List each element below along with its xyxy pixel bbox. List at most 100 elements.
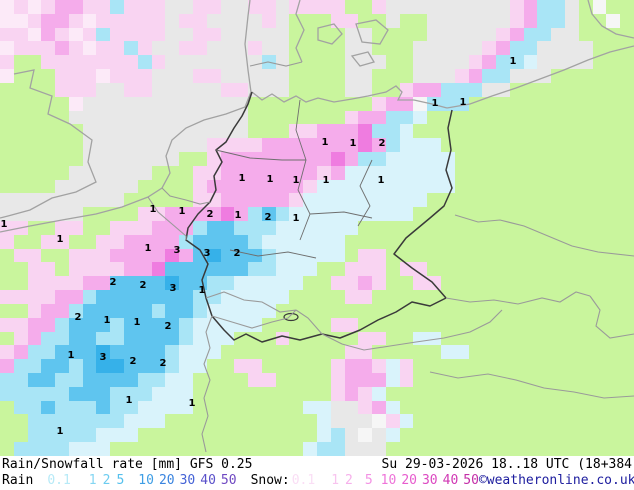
map-cell [55, 221, 69, 235]
map-cell [441, 414, 455, 429]
map-cell [316, 317, 331, 332]
map-cell [441, 276, 455, 291]
map-cell [151, 428, 166, 442]
map-cell [537, 151, 552, 166]
continent-coast [0, 0, 252, 233]
map-cell [509, 290, 524, 304]
map-cell [482, 13, 497, 28]
map-cell [303, 55, 317, 70]
map-cell [41, 27, 56, 42]
map-cell [606, 207, 621, 221]
map-cell [110, 165, 125, 180]
map-cell [441, 428, 455, 442]
map-cell [413, 234, 428, 249]
map-cell [261, 372, 276, 387]
map-cell [124, 55, 138, 70]
map-cell [330, 317, 345, 332]
map-cell [13, 96, 28, 111]
map-cell [385, 165, 400, 180]
map-cell [606, 221, 621, 235]
map-cell [399, 221, 414, 235]
map-cell [399, 290, 414, 304]
map-cell [523, 442, 538, 456]
map-cell [496, 207, 510, 221]
map-cell [358, 41, 373, 56]
map-cell [179, 138, 193, 152]
map-cell [413, 138, 428, 152]
map-cell [523, 359, 538, 373]
map-cell [275, 27, 290, 42]
map-cell [248, 359, 262, 373]
map-cell [275, 359, 290, 373]
map-cell [620, 359, 634, 373]
map-cell [330, 41, 345, 56]
rain-scale-value: 20 [158, 473, 175, 488]
map-cell [565, 124, 579, 139]
map-cell [592, 290, 607, 304]
map-cell [523, 151, 538, 166]
map-cell [399, 442, 414, 456]
map-cell [482, 262, 497, 277]
map-cell [110, 331, 125, 346]
map-cell [441, 442, 455, 456]
map-cell [468, 124, 483, 139]
map-cell [110, 428, 125, 442]
country-borders-overlay [0, 0, 634, 453]
map-cell [192, 442, 207, 456]
precip-value: 2 [378, 137, 386, 149]
map-cell [68, 428, 83, 442]
map-cell [165, 151, 180, 166]
map-cell [372, 55, 386, 70]
map-cell [620, 414, 634, 429]
map-cell [192, 13, 207, 28]
map-cell [496, 331, 510, 346]
map-cell [482, 69, 497, 83]
map-cell [509, 27, 524, 42]
map-cell [496, 442, 510, 456]
map-cell [206, 179, 221, 194]
map-cell [248, 124, 262, 139]
map-cell [13, 179, 28, 194]
map-cell [565, 151, 579, 166]
map-cell [592, 207, 607, 221]
map-cell [137, 82, 152, 97]
map-cell [468, 428, 483, 442]
map-cell [482, 345, 497, 360]
weather-map: 1 1 1 1 3 3 2 2 2 3 1 2 1 1 2 1 3 2 2 1 1 1 1 1 1 1 1 1 2 1 2 1 1 1 2 1 1 1 [0, 0, 634, 456]
map-cell [96, 428, 111, 442]
map-cell [482, 442, 497, 456]
map-cell [344, 151, 359, 166]
map-cell [330, 0, 345, 14]
precip-value: 2 [139, 279, 147, 291]
map-cell [303, 262, 317, 277]
map-cell [248, 0, 262, 14]
map-cell [289, 207, 304, 221]
map-cell [523, 207, 538, 221]
map-cell [151, 13, 166, 28]
map-cell [427, 124, 441, 139]
map-cell [509, 13, 524, 28]
map-cell [592, 55, 607, 70]
map-cell [620, 124, 634, 139]
precip-value: 1 [188, 397, 196, 409]
map-cell [330, 290, 345, 304]
map-cell [330, 248, 345, 263]
map-cell [137, 96, 152, 111]
map-cell [592, 27, 607, 42]
map-cell [316, 124, 331, 139]
map-cell [165, 442, 180, 456]
map-cell [316, 290, 331, 304]
map-cell [13, 0, 28, 14]
map-cell [220, 400, 235, 415]
map-cell [110, 442, 125, 456]
map-cell [27, 69, 42, 83]
map-cell [468, 110, 483, 125]
map-cell [41, 303, 56, 318]
map-cell [523, 221, 538, 235]
map-cell [316, 276, 331, 291]
map-cell [592, 179, 607, 194]
coastlines [0, 0, 634, 233]
map-cell [372, 290, 386, 304]
map-cell [565, 248, 579, 263]
map-cell [523, 345, 538, 360]
